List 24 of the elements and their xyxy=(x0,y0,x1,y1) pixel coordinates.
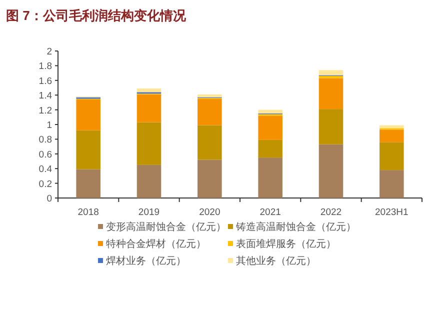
legend-label: 铸造高温耐蚀合金（亿元） xyxy=(235,221,356,233)
y-tick-label: 0 xyxy=(46,194,52,204)
y-tick-label: 0.8 xyxy=(38,134,52,146)
x-tick-label: 2020 xyxy=(199,207,220,218)
legend-label: 表面堆焊服务（亿元） xyxy=(236,238,336,250)
chart-title: 图 7：公司毛利润结构变化情况 xyxy=(6,8,187,23)
y-tick-label: 1 xyxy=(46,120,52,131)
y-tick-label: 1.4 xyxy=(38,90,52,102)
x-tick-label: 2022 xyxy=(320,207,342,218)
y-tick-label: 1.6 xyxy=(38,76,52,87)
y-tick-label: 1.8 xyxy=(38,61,52,72)
legend-label: 其他业务（亿元） xyxy=(236,255,316,267)
x-tick-label: 2023H1 xyxy=(375,207,408,218)
y-tick-label: 0.4 xyxy=(38,164,52,176)
y-tick-label: 1.2 xyxy=(38,105,52,116)
x-tick-label: 2019 xyxy=(138,207,160,218)
x-tick-label: 2018 xyxy=(78,207,99,218)
y-tick-label: 0.6 xyxy=(38,149,52,160)
y-tick-label: 2 xyxy=(46,46,52,58)
legend-label: 焊材业务（亿元） xyxy=(106,255,186,267)
y-tick-label: 0.2 xyxy=(38,178,52,190)
x-tick-label: 2021 xyxy=(260,207,281,218)
legend-label: 特种合金焊材（亿元） xyxy=(106,238,206,250)
legend-label: 变形高温耐蚀合金（亿元） xyxy=(106,221,226,233)
